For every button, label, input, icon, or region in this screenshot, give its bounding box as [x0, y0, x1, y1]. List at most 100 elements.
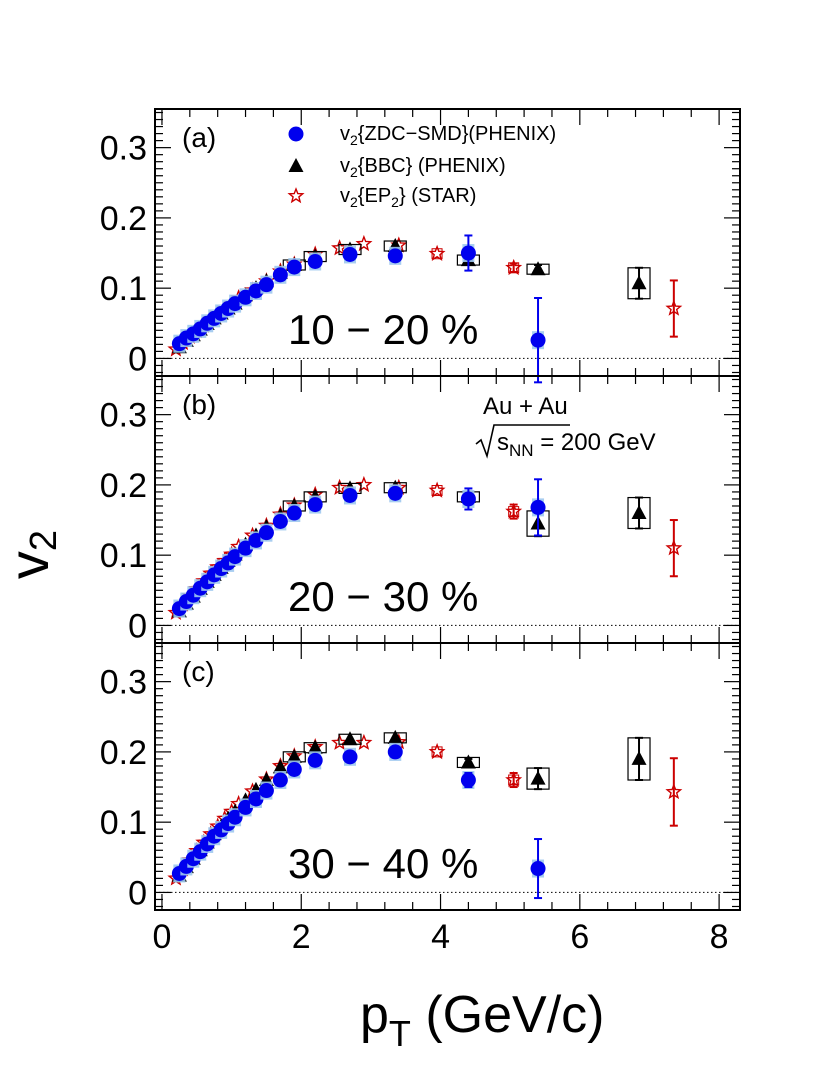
legend-label: v2{BBC} (PHENIX) [340, 155, 506, 180]
data-point [505, 502, 523, 519]
centrality-label: 10 − 20 % [288, 306, 478, 353]
data-point [387, 485, 403, 501]
data-point [355, 475, 373, 493]
y-tick-label: 0.3 [100, 664, 147, 702]
data-point [355, 234, 373, 252]
data-point [272, 772, 288, 788]
data-point [258, 525, 274, 541]
y-tick-label: 0.2 [100, 734, 147, 772]
data-point [331, 733, 349, 750]
data-point [227, 809, 243, 825]
data-point [387, 744, 403, 760]
y-tick-label: 0 [128, 607, 147, 645]
legend-entry-zdc: v2{ZDC−SMD}(PHENIX) [288, 123, 556, 148]
data-point [505, 771, 523, 788]
data-point [530, 332, 546, 348]
y-tick-label: 0.1 [100, 537, 147, 575]
series-zdc [171, 478, 546, 618]
data-point [387, 248, 403, 264]
data-point [307, 752, 323, 768]
data-point [342, 246, 358, 262]
data-point [460, 245, 476, 261]
data-point [307, 739, 323, 754]
centrality-label: 30 − 40 % [288, 840, 478, 887]
legend-label: v2{ZDC−SMD}(PHENIX) [340, 123, 556, 148]
legend-entry-bbc: v2{BBC} (PHENIX) [288, 155, 506, 180]
data-point [286, 748, 302, 763]
x-tick-label: 4 [431, 918, 450, 956]
data-point [238, 540, 254, 556]
data-point [342, 749, 358, 765]
data-point [248, 532, 264, 548]
legend-marker [288, 126, 304, 142]
data-point [272, 759, 288, 774]
y-tick-label: 0.2 [100, 200, 147, 238]
centrality-label: 20 − 30 % [288, 573, 478, 620]
data-point [286, 259, 302, 275]
data-point [460, 772, 476, 788]
data-point [227, 549, 243, 565]
legend-marker [288, 158, 304, 172]
data-point [460, 491, 476, 507]
data-point [505, 258, 523, 276]
y-tick-label: 0.1 [100, 270, 147, 308]
data-point [460, 754, 476, 769]
data-point [307, 497, 323, 513]
y-tick-label: 0.2 [100, 467, 147, 505]
system-label: Au + Au [483, 393, 568, 420]
data-point [258, 783, 274, 799]
data-point [286, 761, 302, 777]
data-point [631, 505, 647, 520]
energy-label: sNN = 200 GeV [497, 429, 656, 460]
data-point [530, 770, 546, 785]
data-point [238, 799, 254, 815]
data-point [530, 261, 546, 276]
sqrt-symbol [475, 424, 570, 459]
data-point [631, 275, 647, 290]
y-tick-label: 0 [128, 340, 147, 378]
data-point [428, 742, 446, 760]
x-tick-label: 0 [153, 918, 172, 956]
data-point [665, 783, 683, 800]
panel-label: (b) [182, 389, 216, 420]
y-tick-label: 0.3 [100, 130, 147, 168]
legend-label: v2{EP2} (STAR) [340, 185, 476, 210]
data-point [665, 299, 683, 316]
panel-label: (c) [182, 656, 215, 687]
data-point [428, 244, 446, 262]
y-tick-label: 0 [128, 874, 147, 912]
x-tick-label: 6 [570, 918, 589, 956]
x-tick-label: 2 [292, 918, 311, 956]
data-point [342, 731, 358, 746]
y-axis-title: v2 [0, 530, 65, 579]
data-point [355, 733, 373, 750]
data-point [530, 499, 546, 515]
x-axis-title: pT (GeV/c) [360, 986, 605, 1054]
data-point [331, 478, 349, 496]
data-point [428, 481, 446, 498]
y-tick-label: 0.1 [100, 804, 147, 842]
panel-label: (a) [182, 122, 216, 153]
panel-a: 0 0.1 0.2 0.3 (a) 10 − 20 % [100, 108, 741, 384]
panel-frame [154, 642, 741, 911]
data-point [286, 505, 302, 521]
series-zdc [171, 234, 546, 384]
series-zdc [171, 742, 546, 900]
data-point [631, 750, 647, 765]
data-point [530, 861, 546, 877]
data-point [307, 253, 323, 269]
legend-entry-star: v2{EP2} (STAR) [287, 185, 476, 210]
y-tick-label: 0.3 [100, 397, 147, 435]
data-point [272, 513, 288, 529]
data-point [665, 539, 683, 556]
panel-b: 0 0.1 0.2 0.3 (b) 20 − 30 % [100, 375, 741, 645]
panel-c: 0 0.1 0.2 0.3 0 2 4 6 8 (c) 30 − 40 % [100, 642, 741, 956]
data-point [258, 277, 274, 293]
data-point [342, 487, 358, 503]
data-point [387, 729, 403, 744]
x-tick-label: 8 [710, 918, 729, 956]
legend-marker [287, 187, 305, 204]
data-point [272, 267, 288, 283]
